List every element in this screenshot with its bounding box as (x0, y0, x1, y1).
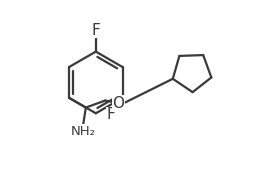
Text: O: O (113, 96, 125, 111)
Text: F: F (91, 23, 100, 38)
Text: NH₂: NH₂ (71, 125, 96, 137)
Text: F: F (107, 107, 115, 122)
